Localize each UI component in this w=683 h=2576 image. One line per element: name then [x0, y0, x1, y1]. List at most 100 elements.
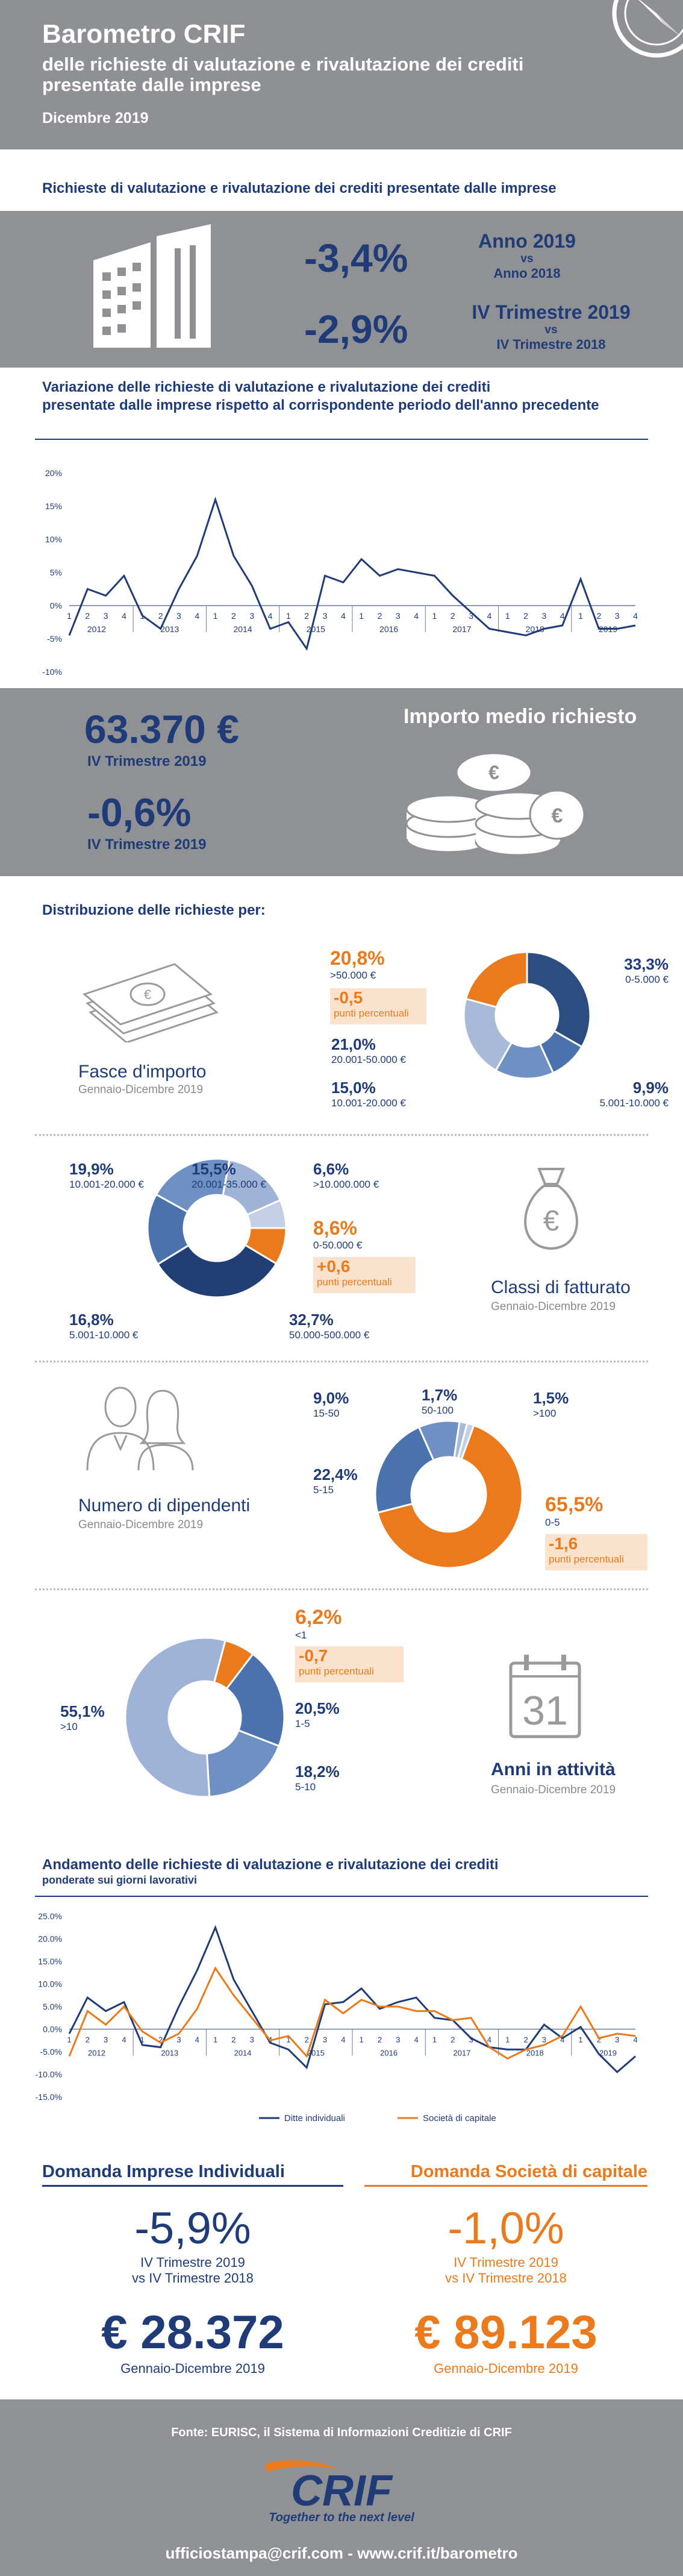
domanda-soc-label1: IV Trimestre 2019 — [454, 2255, 558, 2270]
dip-label-3: 9,0% 15-50 — [313, 1389, 349, 1420]
year-label: 2015 — [307, 624, 325, 634]
fasce-delta-box: -0,5 punti percentuali — [330, 988, 426, 1024]
y-tick-label: 10% — [45, 534, 62, 544]
domanda-ind-rule — [42, 2185, 343, 2187]
quarter-label: 4 — [487, 2035, 491, 2045]
att-s1-delta: -0,7 — [299, 1646, 328, 1665]
y-tick-label: 5.0% — [43, 2002, 62, 2011]
footer-contact[interactable]: ufficiostampa@crif.com - www.crif.it/bar… — [165, 2544, 518, 2562]
section5-title-line2: ponderate sui giorni lavorativi — [42, 1874, 198, 1886]
legend-label: Società di capitale — [423, 2113, 496, 2123]
fasce-s3-pct: 15,0% — [331, 1079, 376, 1097]
quarter-label: 4 — [341, 611, 346, 621]
dip-label-1: 65,5% 0-5 — [545, 1493, 603, 1529]
fasce-label-3: 15,0% 10.001-20.000 € — [331, 1079, 406, 1109]
fatturato-period: Gennaio-Dicembre 2019 — [491, 1300, 616, 1313]
attivita-period: Gennaio-Dicembre 2019 — [491, 1784, 616, 1796]
domanda-soc-labels: IV Trimestre 2019 vs IV Trimestre 2018 — [364, 2255, 647, 2286]
page-title: Barometro CRIF — [42, 19, 246, 49]
annual-label: Anno 2019 — [478, 230, 576, 252]
quarter-label: 2 — [231, 611, 236, 621]
year-label: 2018 — [526, 624, 544, 634]
quarter-label: 4 — [122, 611, 126, 621]
quarter-label: 1 — [286, 2035, 290, 2045]
section5-title-line1: Andamento delle richieste di valutazione… — [42, 1857, 499, 1873]
quarter-label: 3 — [615, 2035, 619, 2045]
fasce-period: Gennaio-Dicembre 2019 — [78, 1083, 204, 1096]
fatturato-donut — [146, 1158, 287, 1299]
dip-label-5: 1,5% >100 — [533, 1389, 569, 1420]
dip-s4-range: 50-100 — [422, 1405, 454, 1416]
dip-s1-delta: -1,6 — [549, 1534, 578, 1553]
quarter-label: 3 — [104, 611, 108, 621]
quarter-label: 1 — [505, 611, 510, 621]
section2-title-line2: presentate dalle imprese rispetto al cor… — [42, 397, 599, 413]
money-bag-icon: € — [524, 1168, 578, 1250]
y-tick-label: 15.0% — [38, 1957, 62, 1966]
quarter-label: 2 — [378, 611, 382, 621]
domanda-soc-period: Gennaio-Dicembre 2019 — [434, 2361, 578, 2376]
quarter-label: 1 — [213, 2035, 217, 2045]
quarter-label: 3 — [250, 2035, 254, 2045]
domanda-soc-amount: € 89.123 — [414, 2305, 597, 2358]
dipendenti-donut — [374, 1420, 523, 1569]
svg-text:€: € — [488, 762, 499, 783]
domanda-ind-label1: IV Trimestre 2019 — [140, 2255, 245, 2270]
att-s1-delta-unit: punti percentuali — [299, 1666, 374, 1677]
quarter-label: 4 — [633, 611, 638, 621]
att-s3-range: 5-10 — [295, 1781, 316, 1793]
y-tick-label: -10.0% — [36, 2070, 62, 2079]
fasce-label-1: 33,3% 0-5.000 € — [608, 955, 669, 986]
att-label-2: 20,5% 1-5 — [295, 1699, 340, 1730]
fasce-s5-delta-unit: punti percentuali — [334, 1008, 409, 1019]
fasce-donut — [463, 951, 591, 1080]
coins-icon: € € — [405, 752, 585, 856]
donut-slice-4 — [463, 997, 513, 1072]
quarter-label: 3 — [469, 611, 473, 621]
donut-slice-5 — [464, 951, 528, 1009]
fasce-title: Fasce d'importo — [78, 1062, 207, 1082]
att-s1-pct: 6,2% — [295, 1606, 342, 1629]
fatt-s2-pct: 32,7% — [289, 1311, 334, 1329]
att-s4-range: >10 — [60, 1721, 78, 1732]
quarter-label: 1 — [286, 611, 291, 621]
dip-s3-range: 15-50 — [313, 1408, 340, 1419]
attivita-donut — [124, 1637, 285, 1798]
quarter-label: 1 — [578, 611, 583, 621]
calendar-icon: 31 — [509, 1655, 581, 1738]
fasce-s1-range: 0-5.000 € — [625, 974, 669, 985]
domanda-ind-title: Domanda Imprese Individuali — [42, 2162, 285, 2181]
quarter-label: 1 — [213, 611, 218, 621]
donut-slice-1 — [376, 1424, 523, 1569]
section3-band: 63.370 € IV Trimestre 2019 -0,6% IV Trim… — [0, 688, 683, 876]
quarter-label: 3 — [176, 611, 181, 621]
year-label: 2013 — [160, 624, 179, 634]
buildings-icon — [93, 224, 211, 348]
donut-slice-2 — [225, 1652, 285, 1747]
dip-s4-pct: 1,7% — [422, 1386, 458, 1404]
fasce-s2-range: 5.001-10.000 € — [599, 1097, 669, 1109]
divider-3 — [35, 1588, 648, 1590]
quarter-label: 2 — [305, 2035, 309, 2045]
quarter-label: 3 — [396, 2035, 400, 2045]
crif-logo-mark: CRIF Together to the next level — [266, 2460, 414, 2524]
fatt-s6-range: >10.000.000 € — [313, 1179, 379, 1190]
quarter-label: 4 — [341, 2035, 345, 2045]
dip-s1-range: 0-5 — [545, 1517, 560, 1528]
quarter-vs: vs — [544, 324, 558, 336]
fatt-label-1: 8,6% 0-50.000 € — [313, 1217, 362, 1252]
quarter-label: 4 — [633, 2035, 637, 2045]
fatt-s3-range: 5.001-10.000 € — [69, 1329, 139, 1341]
section4-title: Distribuzione delle richieste per: — [42, 902, 266, 918]
quarter-label: 3 — [615, 611, 620, 621]
quarter-change-value: -2,9% — [304, 307, 408, 351]
donut-slice-4 — [124, 1637, 227, 1798]
section2-title-line1: Variazione delle richieste di valutazion… — [42, 379, 491, 395]
fatt-s1-pct: 8,6% — [313, 1217, 357, 1239]
y-tick-label: -5% — [47, 634, 62, 644]
year-label: 2017 — [452, 624, 471, 634]
quarter-label: 3 — [249, 611, 254, 621]
donut-slice-6 — [246, 1199, 287, 1229]
donut-slice-4 — [155, 1158, 231, 1214]
donut-slice-2 — [156, 1244, 278, 1299]
